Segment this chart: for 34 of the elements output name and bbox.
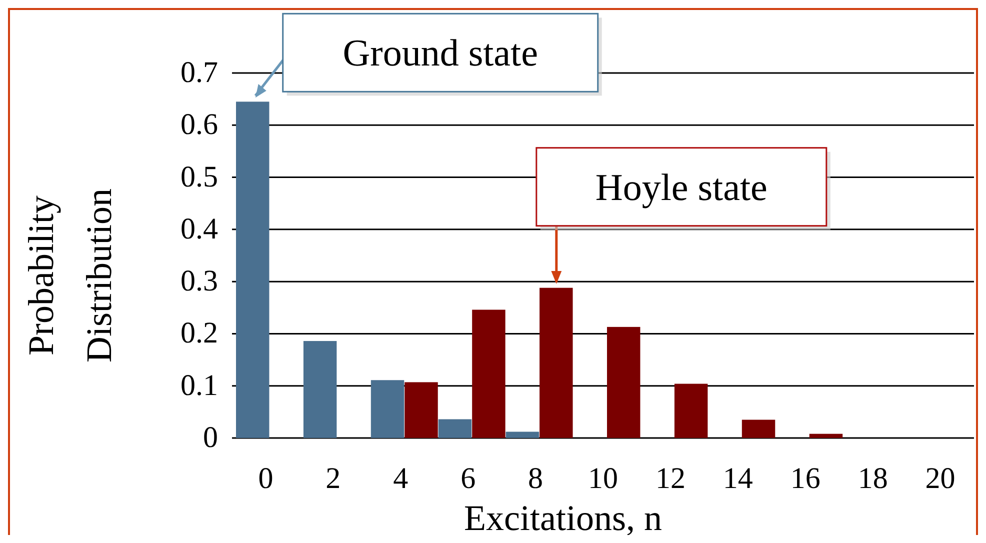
bar — [506, 432, 540, 438]
annotation: Ground state — [342, 32, 538, 75]
y-tick-label: 0.6 — [180, 108, 218, 142]
bar — [674, 384, 708, 438]
bar — [472, 310, 506, 438]
x-tick-label: 16 — [790, 462, 820, 495]
y-tick-label: 0.4 — [180, 212, 218, 246]
x-tick-label: 10 — [588, 462, 618, 495]
bar — [742, 420, 776, 438]
bar — [404, 382, 438, 438]
bar — [809, 434, 843, 438]
x-tick-label: 6 — [460, 462, 476, 495]
x-tick-label: 4 — [393, 462, 408, 495]
y-tick-label: 0.5 — [180, 160, 218, 194]
y-tick-label: 0.3 — [180, 264, 218, 298]
x-tick-label: 0 — [258, 462, 274, 495]
y-tick-label: 0 — [203, 421, 218, 454]
y-tick-label: 0.7 — [180, 56, 218, 89]
bar — [607, 326, 640, 438]
bar — [438, 419, 472, 438]
y-tick-label: 0.1 — [180, 368, 218, 402]
bar — [370, 380, 404, 438]
x-tick-label: 2 — [326, 462, 341, 495]
bar — [540, 288, 573, 438]
x-tick-label: 8 — [528, 462, 544, 495]
bar — [303, 341, 337, 438]
x-tick-label: 18 — [858, 462, 888, 495]
y-tick-label: 0.2 — [180, 316, 218, 350]
x-tick-label: 20 — [925, 462, 956, 495]
bar — [236, 102, 270, 438]
x-tick-label: 12 — [655, 462, 686, 495]
x-tick-label: 14 — [722, 462, 753, 495]
annotation: Hoyle state — [595, 166, 768, 209]
y-axis-title: Probability Distribution — [21, 188, 119, 363]
